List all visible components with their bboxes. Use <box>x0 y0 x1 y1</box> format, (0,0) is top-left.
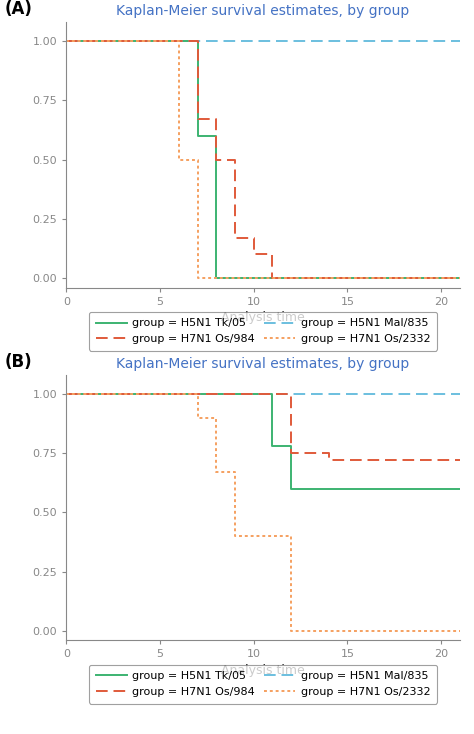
X-axis label: Analysis time: Analysis time <box>221 664 305 677</box>
Legend: group = H5N1 Tk/05, group = H7N1 Os/984, group = H5N1 Mal/835, group = H7N1 Os/2: group = H5N1 Tk/05, group = H7N1 Os/984,… <box>89 312 437 351</box>
Title: Kaplan-Meier survival estimates, by group: Kaplan-Meier survival estimates, by grou… <box>117 357 410 371</box>
Text: (B): (B) <box>5 353 32 371</box>
Text: (A): (A) <box>5 0 33 18</box>
X-axis label: Analysis time: Analysis time <box>221 310 305 324</box>
Legend: group = H5N1 Tk/05, group = H7N1 Os/984, group = H5N1 Mal/835, group = H7N1 Os/2: group = H5N1 Tk/05, group = H7N1 Os/984,… <box>89 664 437 703</box>
Title: Kaplan-Meier survival estimates, by group: Kaplan-Meier survival estimates, by grou… <box>117 4 410 18</box>
